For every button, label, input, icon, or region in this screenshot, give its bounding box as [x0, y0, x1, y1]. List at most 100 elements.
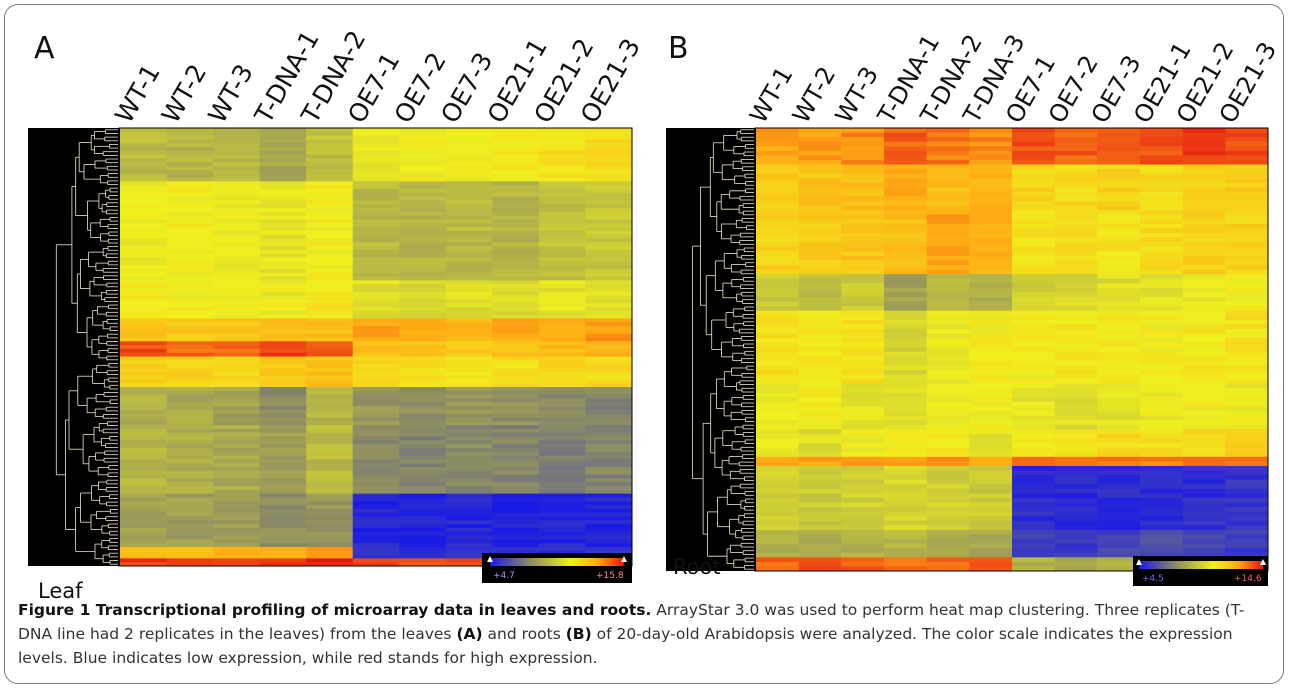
heatmap-cell: [798, 557, 842, 563]
heatmap-cell: [445, 546, 493, 552]
heatmap-cell: [538, 436, 586, 441]
heatmap-cell: [1097, 155, 1141, 161]
heatmap-cell: [585, 379, 633, 384]
heatmap-cell: [166, 128, 214, 133]
heatmap-cell: [884, 470, 928, 476]
heatmap-cell: [399, 261, 447, 266]
heatmap-cell: [352, 417, 400, 422]
heatmap-cell: [1225, 475, 1269, 481]
heatmap-cell: [399, 299, 447, 304]
heatmap-cell: [1182, 269, 1226, 275]
heatmap-cell: [213, 428, 261, 434]
heatmap-cell: [926, 169, 970, 175]
heatmap-cell: [213, 486, 261, 491]
heatmap-cell: [1054, 479, 1098, 485]
heatmap-cell: [492, 486, 540, 491]
heatmap-cell: [166, 181, 214, 186]
heatmap-cell: [1182, 552, 1226, 558]
heatmap-cell: [926, 484, 970, 490]
heatmap-cell: [120, 390, 167, 396]
heatmap-cell: [259, 238, 307, 243]
heatmap-cell: [926, 561, 970, 567]
heatmap-cell: [585, 322, 633, 327]
panel-a-heatmap-border: [118, 127, 633, 567]
heatmap-cell: [1140, 324, 1184, 330]
heatmap-cell: [306, 527, 354, 533]
heatmap-cell: [926, 415, 970, 421]
heatmap-cell: [1140, 511, 1184, 517]
heatmap-cell: [969, 374, 1013, 380]
heatmap-cell: [841, 493, 885, 499]
heatmap-cell: [1140, 333, 1184, 339]
heatmap-cell: [798, 146, 842, 152]
heatmap-cell: [841, 566, 885, 572]
heatmap-cell: [445, 383, 493, 388]
heatmap-cell: [538, 501, 586, 506]
heatmap-cell: [1140, 456, 1184, 462]
heatmap-cell: [1182, 137, 1226, 143]
heatmap-cell: [585, 413, 633, 418]
heatmap-cell: [259, 131, 307, 137]
heatmap-cell: [1097, 566, 1141, 572]
heatmap-cell: [841, 388, 885, 394]
heatmap-cell: [841, 534, 885, 540]
heatmap-cell: [1225, 319, 1269, 325]
heatmap-cell: [585, 390, 633, 396]
heatmap-cell: [585, 185, 633, 190]
heatmap-cell: [538, 276, 586, 281]
heatmap-cell: [1054, 255, 1098, 261]
heatmap-cell: [1225, 178, 1269, 184]
heatmap-cell: [926, 146, 970, 152]
heatmap-cell: [969, 173, 1013, 179]
heatmap-cell: [120, 352, 167, 357]
heatmap-cell: [492, 436, 540, 441]
heatmap-cell: [120, 223, 167, 228]
heatmap-cell: [259, 482, 307, 487]
heatmap-cell: [756, 128, 800, 133]
heatmap-cell: [969, 402, 1013, 407]
heatmap-cell: [399, 307, 447, 312]
heatmap-cell: [399, 200, 447, 205]
heatmap-cell: [841, 438, 885, 444]
heatmap-cell: [538, 417, 586, 422]
heatmap-cell: [1182, 365, 1226, 371]
heatmap-cell: [841, 424, 885, 430]
heatmap-cell: [1012, 465, 1056, 471]
heatmap-cell: [1097, 246, 1141, 252]
heatmap-cell: [166, 257, 214, 262]
heatmap-cell: [926, 351, 970, 357]
heatmap-cell: [1012, 488, 1056, 494]
heatmap-cell: [1012, 141, 1056, 147]
heatmap-cell: [1182, 493, 1226, 499]
heatmap-cell: [1054, 296, 1098, 302]
heatmap-cell: [1140, 219, 1184, 225]
heatmap-cell: [841, 333, 885, 339]
heatmap-cell: [492, 139, 540, 144]
heatmap-cell: [445, 524, 493, 529]
heatmap-cell: [969, 347, 1013, 353]
heatmap-cell: [969, 516, 1013, 522]
heatmap-cell: [352, 470, 400, 475]
heatmap-cell: [538, 486, 586, 491]
heatmap-cell: [166, 402, 214, 407]
heatmap-cell: [926, 333, 970, 339]
heatmap-cell: [445, 265, 493, 270]
heatmap-cell: [1182, 356, 1226, 362]
heatmap-cell: [538, 166, 586, 171]
heatmap-cell: [538, 188, 586, 194]
heatmap-cell: [352, 284, 400, 289]
heatmap-cell: [841, 233, 885, 239]
heatmap-cell: [445, 367, 493, 373]
heatmap-cell: [399, 147, 447, 152]
heatmap-cell: [841, 269, 885, 275]
heatmap-cell: [1140, 196, 1184, 202]
heatmap-cell: [445, 207, 493, 213]
heatmap-cell: [841, 351, 885, 357]
heatmap-cell: [259, 406, 307, 411]
heatmap-cell: [306, 520, 354, 525]
heatmap-cell: [166, 432, 214, 437]
heatmap-cell: [841, 301, 885, 307]
heatmap-cell: [926, 507, 970, 513]
heatmap-cell: [213, 508, 261, 514]
heatmap-cell: [585, 367, 633, 373]
